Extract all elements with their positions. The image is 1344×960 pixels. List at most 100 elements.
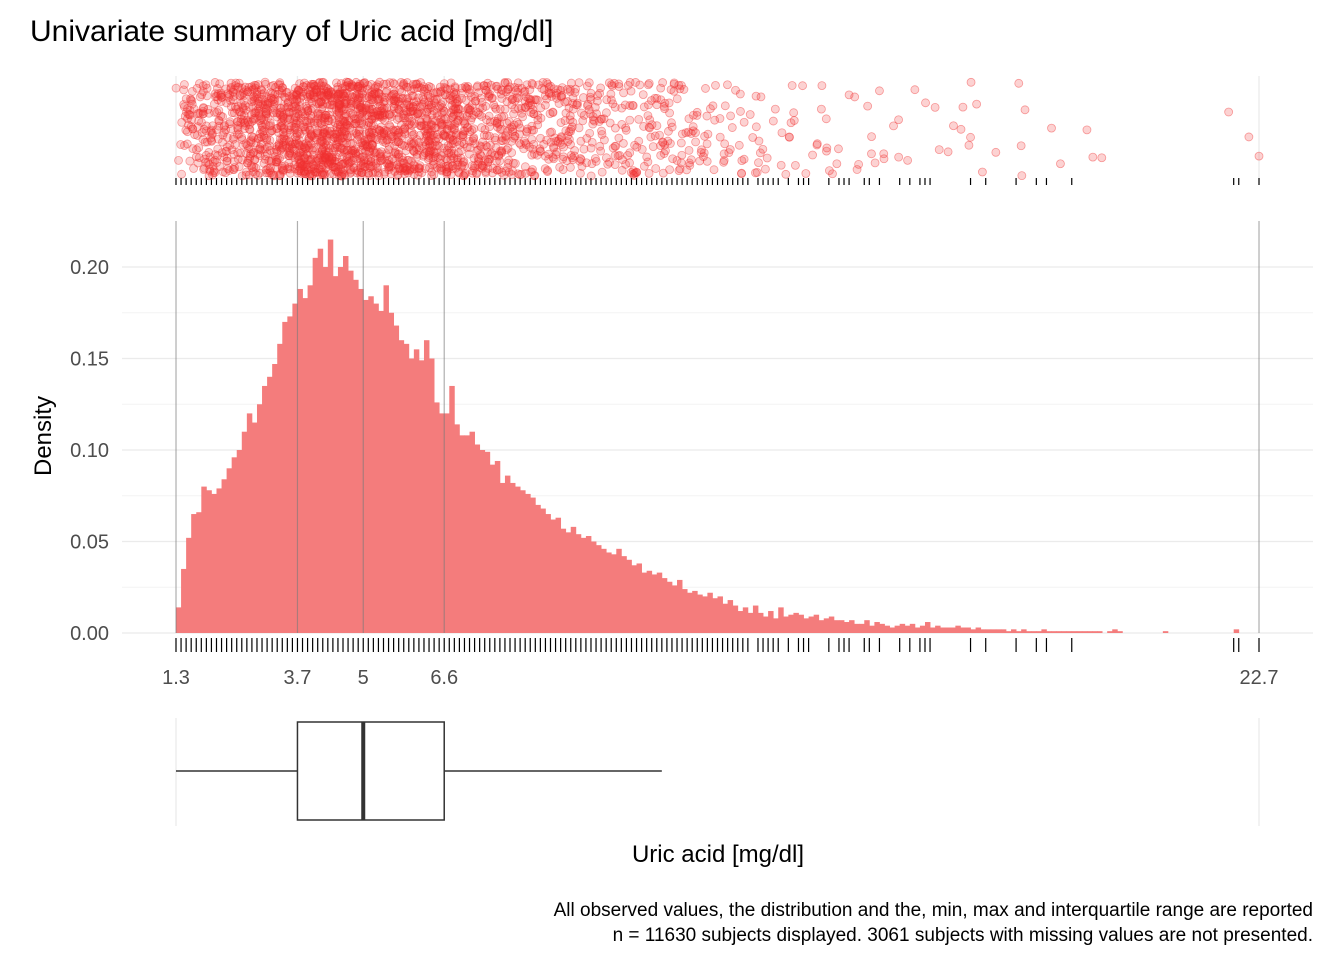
data-point — [307, 171, 317, 181]
data-point — [366, 157, 376, 167]
data-point — [249, 162, 259, 172]
data-point — [356, 160, 366, 170]
data-point — [648, 142, 658, 151]
data-point — [565, 84, 575, 94]
data-point — [343, 78, 353, 87]
data-point — [267, 126, 276, 136]
data-point — [384, 163, 394, 172]
data-point — [385, 109, 395, 119]
data-point — [274, 80, 283, 89]
data-point — [247, 85, 257, 95]
data-point — [324, 155, 334, 165]
histogram-bar — [859, 623, 865, 633]
data-point — [584, 78, 594, 88]
data-point — [298, 91, 308, 101]
data-point — [503, 163, 512, 172]
data-point — [394, 152, 404, 162]
histogram-bar — [960, 627, 966, 633]
data-point — [621, 123, 631, 133]
data-point — [300, 154, 309, 163]
x-tick-label: 1.3 — [162, 667, 190, 689]
data-point — [398, 163, 408, 173]
data-point — [391, 96, 401, 106]
data-point — [423, 136, 433, 146]
data-point — [361, 129, 371, 139]
data-point — [643, 111, 653, 121]
data-point — [460, 126, 470, 136]
data-point — [349, 163, 359, 173]
histogram-bar — [980, 629, 987, 633]
histogram-bar — [904, 625, 911, 633]
data-point — [490, 116, 500, 126]
data-point — [699, 148, 709, 158]
data-point — [463, 104, 473, 113]
data-point — [549, 142, 558, 152]
data-point — [283, 115, 293, 125]
data-point — [317, 168, 327, 177]
data-point — [245, 125, 255, 135]
histogram-bar — [596, 545, 602, 633]
data-point — [447, 101, 457, 110]
data-point — [256, 85, 266, 94]
histogram-bar — [813, 614, 820, 633]
data-point — [216, 88, 226, 98]
jitter-panel — [171, 76, 1264, 185]
data-point — [205, 152, 215, 162]
data-point — [484, 154, 494, 164]
data-point — [381, 92, 390, 102]
data-point — [667, 122, 677, 132]
data-point — [322, 136, 332, 145]
data-point — [324, 116, 334, 126]
data-point — [240, 118, 249, 128]
data-point — [246, 136, 255, 146]
data-point — [972, 99, 982, 109]
data-point — [459, 139, 469, 149]
data-point — [348, 138, 357, 148]
data-point — [299, 169, 309, 178]
x-tick-label: 5 — [358, 667, 369, 689]
data-point — [359, 120, 369, 130]
data-point — [473, 108, 483, 118]
data-point — [198, 109, 208, 119]
data-point — [445, 134, 455, 144]
data-point — [486, 140, 495, 150]
data-point — [409, 160, 419, 170]
data-point — [355, 98, 365, 108]
data-point — [182, 139, 192, 149]
data-point — [822, 143, 832, 153]
data-point — [473, 81, 482, 91]
data-point — [401, 106, 411, 115]
data-point — [536, 146, 545, 156]
data-point — [248, 167, 258, 177]
data-point — [375, 156, 385, 166]
data-point — [301, 169, 310, 178]
data-point — [409, 164, 419, 174]
data-point — [518, 112, 527, 122]
data-point — [481, 85, 490, 95]
histogram-bar — [783, 616, 789, 633]
data-point — [357, 86, 366, 95]
data-point — [373, 97, 383, 107]
data-point — [443, 141, 453, 151]
data-point — [317, 122, 327, 132]
data-point — [321, 110, 331, 120]
data-point — [233, 117, 243, 127]
data-point — [336, 89, 346, 99]
data-point — [406, 107, 416, 117]
data-point — [560, 116, 570, 125]
data-point — [266, 163, 275, 173]
data-point — [691, 128, 700, 138]
data-point — [285, 168, 295, 178]
data-point — [696, 148, 706, 157]
data-point — [297, 161, 307, 171]
histogram-bar — [363, 299, 369, 633]
data-point — [453, 153, 462, 163]
data-point — [557, 140, 567, 149]
data-point — [393, 137, 403, 147]
data-point — [264, 121, 274, 131]
data-point — [391, 93, 401, 102]
data-point — [417, 84, 427, 93]
data-point — [507, 122, 517, 132]
data-point — [629, 170, 639, 180]
data-point — [863, 101, 873, 111]
